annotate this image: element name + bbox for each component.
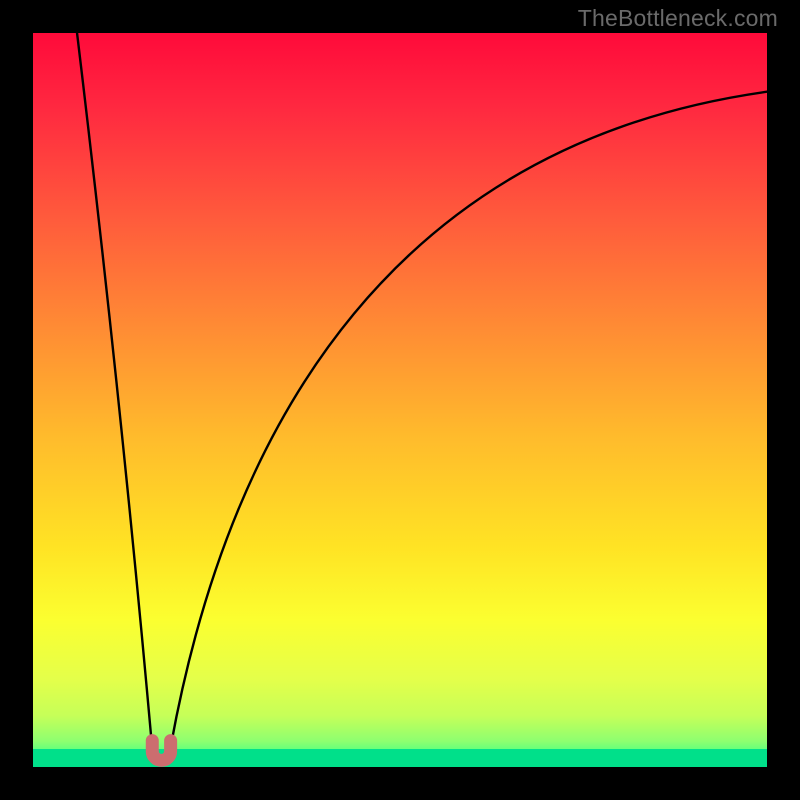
bottleneck-curve-left bbox=[77, 33, 152, 745]
watermark-text: TheBottleneck.com bbox=[578, 5, 778, 32]
plot-area bbox=[33, 33, 767, 767]
bottom-u-marker bbox=[152, 741, 170, 761]
figure-root: TheBottleneck.com bbox=[0, 0, 800, 800]
bottleneck-curve-right bbox=[171, 92, 767, 745]
curve-layer bbox=[33, 33, 767, 767]
